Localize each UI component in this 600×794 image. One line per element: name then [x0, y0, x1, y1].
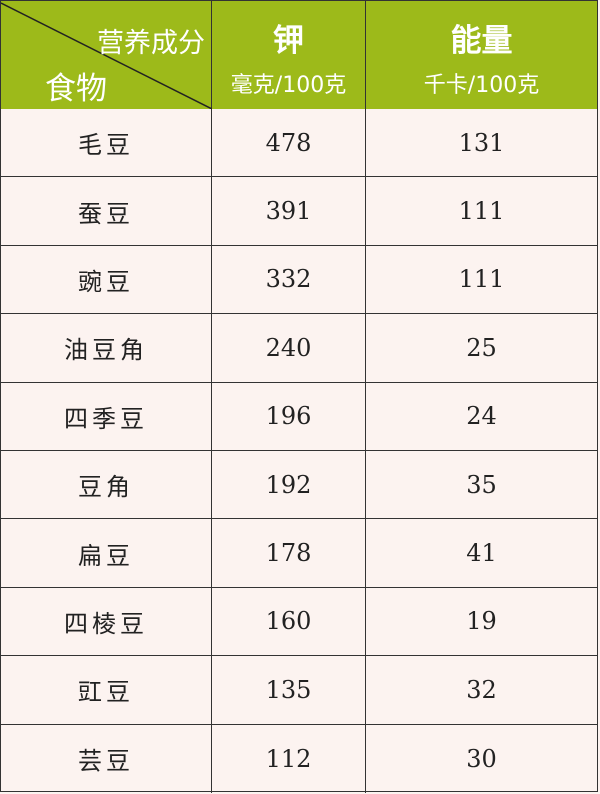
food-cell: 扁豆	[1, 519, 212, 587]
food-header-label: 食物	[45, 71, 107, 107]
energy-cell: 41	[466, 539, 497, 568]
energy-cell: 25	[466, 333, 497, 362]
potassium-cell: 160	[212, 587, 366, 656]
table-row: 豌豆 332 111	[1, 245, 597, 315]
table-row: 扁豆 178 41	[1, 519, 597, 588]
table-row: 四棱豆 160 19	[1, 587, 597, 657]
potassium-header-label: 钾	[273, 23, 304, 59]
potassium-cell: 135	[212, 656, 366, 724]
potassium-cell: 240	[212, 314, 366, 382]
nutrient-header-label: 营养成分	[97, 28, 205, 59]
energy-cell: 111	[458, 197, 505, 226]
energy-cell: 24	[466, 402, 497, 431]
energy-cell: 111	[458, 265, 505, 294]
table-row: 豆角 192 35	[1, 450, 597, 520]
energy-header-cell: 能量 千卡/100克	[366, 1, 597, 109]
energy-cell: 131	[458, 128, 505, 157]
table-row: 四季豆 196 24	[1, 382, 597, 451]
food-cell: 豇豆	[1, 656, 212, 724]
food-cell: 油豆角	[1, 314, 212, 382]
table-row: 油豆角 240 25	[1, 314, 597, 383]
table-row: 芸豆 112 30	[1, 724, 597, 793]
potassium-unit: 毫克/100克	[230, 73, 347, 98]
food-cell: 四季豆	[1, 382, 212, 450]
potassium-cell: 112	[212, 724, 366, 793]
food-cell: 毛豆	[1, 109, 212, 177]
food-cell: 四棱豆	[1, 587, 212, 656]
corner-header-cell: 营养成分 食物	[1, 1, 212, 109]
diagonal-divider	[1, 2, 212, 109]
potassium-cell: 391	[212, 177, 366, 245]
energy-header-label: 能量	[450, 23, 513, 59]
table-body: 毛豆 478 131 蚕豆 391 111 豌豆 332 111 油豆角 240 25 四季豆 196 24…	[1, 109, 597, 793]
potassium-header-cell: 钾 毫克/100克	[212, 1, 366, 109]
food-cell: 豆角	[1, 450, 212, 519]
table-header: 营养成分 食物 钾 毫克/100克 能量 千卡/100克	[1, 1, 597, 109]
food-cell: 豌豆	[1, 245, 212, 314]
food-cell: 蚕豆	[1, 177, 212, 245]
potassium-cell: 192	[212, 450, 366, 519]
table-row: 毛豆 478 131	[1, 109, 597, 178]
energy-cell: 19	[466, 607, 497, 636]
energy-cell: 30	[466, 744, 497, 773]
energy-cell: 35	[466, 470, 497, 499]
food-cell: 芸豆	[1, 724, 212, 793]
potassium-cell: 178	[212, 519, 366, 587]
potassium-cell: 196	[212, 382, 366, 450]
table-row: 豇豆 135 32	[1, 656, 597, 725]
energy-cell: 32	[466, 675, 497, 704]
energy-unit: 千卡/100克	[423, 73, 540, 98]
potassium-cell: 478	[212, 109, 366, 177]
table-row: 蚕豆 391 111	[1, 177, 597, 246]
potassium-cell: 332	[212, 245, 366, 314]
